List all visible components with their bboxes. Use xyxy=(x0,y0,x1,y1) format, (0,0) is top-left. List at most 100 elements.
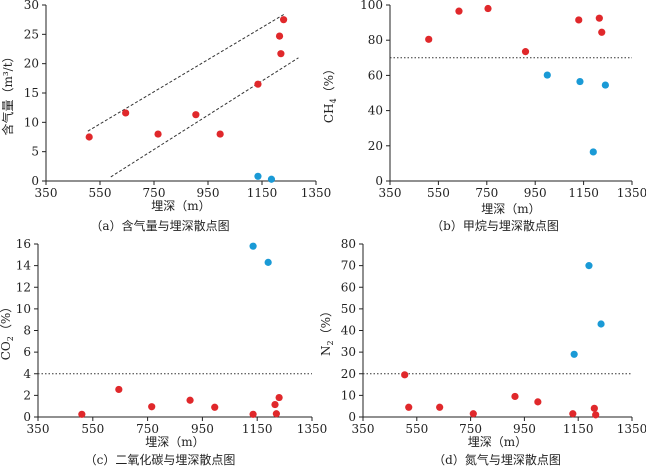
trend-bound-line xyxy=(110,57,299,178)
data-point-red xyxy=(249,410,257,418)
y-tick-label: 80 xyxy=(368,33,383,47)
y-tick-label: 0 xyxy=(23,410,31,424)
data-point-red xyxy=(592,411,600,419)
x-tick-label: 750 xyxy=(136,422,159,436)
y-axis-label: N2（%） xyxy=(319,305,335,356)
y-tick-label: 6 xyxy=(23,345,31,359)
x-tick-label: 1150 xyxy=(568,186,599,200)
panel-caption: （b）甲烷与埋深散点图 xyxy=(431,218,559,233)
y-axis-label: CO2（%） xyxy=(0,301,15,361)
data-point-red xyxy=(254,80,262,88)
x-axis-label: 埋深（m） xyxy=(468,435,527,449)
y-tick-label: 10 xyxy=(341,388,356,402)
y-tick-label: 100 xyxy=(360,0,383,12)
data-point-blue xyxy=(570,350,578,358)
x-tick-label: 750 xyxy=(475,186,498,200)
x-tick-label: 950 xyxy=(524,186,547,200)
data-point-red xyxy=(216,130,224,138)
chart-panel-c: 350 550 750 950 1150 1350 0 2 4 6 8 10 12 14 16 埋深（m） CO… xyxy=(0,237,327,467)
x-tick-label: 1350 xyxy=(301,186,332,200)
x-tick-label: 550 xyxy=(427,186,450,200)
y-tick-label: 50 xyxy=(341,302,356,316)
chart-panel-b: 350 550 750 950 1150 1350 0 20 40 60 80 100 埋深（m） CH4… xyxy=(322,0,646,233)
y-tick-label: 16 xyxy=(16,237,31,251)
chart-panel-d: 350 550 750 950 1150 1350 0 10 20 30 40 50 60 70 80 埋深（… xyxy=(319,237,646,467)
data-point-blue xyxy=(267,175,276,183)
x-tick-label: 350 xyxy=(35,186,58,200)
x-tick-label: 1150 xyxy=(242,422,273,436)
data-point-red xyxy=(148,403,156,411)
x-tick-label: 550 xyxy=(405,422,428,436)
y-tick-label: 60 xyxy=(368,68,383,82)
data-point-red xyxy=(122,109,130,117)
x-tick-label: 1350 xyxy=(617,422,646,436)
data-point-red xyxy=(590,404,598,412)
data-point-red xyxy=(595,14,603,22)
x-tick-label: 1350 xyxy=(297,422,328,436)
data-point-red xyxy=(211,403,219,411)
x-axis-label: 埋深（m） xyxy=(151,199,210,213)
y-tick-label: 8 xyxy=(23,324,31,338)
data-point-red xyxy=(598,28,606,36)
y-axis-label: CH4（%） xyxy=(322,63,338,123)
y-tick-label: 20 xyxy=(368,139,383,153)
data-point-red xyxy=(275,32,284,40)
y-tick-label: 10 xyxy=(24,115,39,129)
data-point-blue xyxy=(254,172,262,180)
trend-bound-line xyxy=(87,13,286,132)
data-point-red xyxy=(275,393,283,402)
y-tick-label: 30 xyxy=(341,345,356,359)
data-point-red xyxy=(484,4,492,13)
y-tick-label: 0 xyxy=(348,410,356,424)
x-tick-label: 1150 xyxy=(563,422,594,436)
chart-panel-a: 350 550 750 950 1150 1350 0 5 10 15 20 25 30 埋深（m） 含气量… xyxy=(0,0,331,233)
data-point-blue xyxy=(585,262,593,270)
y-tick-label: 40 xyxy=(368,104,383,118)
data-point-blue xyxy=(264,258,272,266)
data-point-blue xyxy=(543,71,551,79)
data-point-red xyxy=(85,133,93,141)
x-tick-label: 950 xyxy=(191,422,214,436)
panel-caption: （c）二氧化碳与埋深散点图 xyxy=(85,452,236,467)
x-tick-label: 950 xyxy=(197,186,220,200)
data-point-red xyxy=(455,7,463,15)
y-tick-label: 80 xyxy=(341,237,356,251)
data-point-red xyxy=(469,410,477,418)
data-point-red xyxy=(425,35,433,43)
y-tick-label: 14 xyxy=(16,259,32,273)
data-point-red xyxy=(436,403,444,411)
x-tick-label: 750 xyxy=(459,422,482,436)
y-tick-label: 20 xyxy=(24,57,39,71)
x-tick-label: 350 xyxy=(27,422,50,436)
x-tick-label: 550 xyxy=(89,186,112,200)
data-point-blue xyxy=(601,81,609,89)
data-point-blue xyxy=(589,148,597,156)
data-point-red xyxy=(115,385,123,394)
y-tick-label: 15 xyxy=(24,86,39,100)
y-tick-label: 5 xyxy=(31,145,39,159)
y-tick-label: 20 xyxy=(341,367,356,381)
x-tick-label: 1150 xyxy=(247,186,278,200)
y-tick-label: 12 xyxy=(16,280,31,294)
x-tick-label: 950 xyxy=(513,422,536,436)
x-axis-label: 埋深（m） xyxy=(145,435,204,449)
x-tick-label: 750 xyxy=(143,186,166,200)
x-tick-label: 1350 xyxy=(617,186,646,200)
y-tick-label: 40 xyxy=(341,324,356,338)
data-point-blue xyxy=(249,242,257,250)
data-point-red xyxy=(78,410,86,418)
y-tick-label: 10 xyxy=(16,302,31,316)
y-tick-label: 30 xyxy=(24,0,39,12)
data-point-red xyxy=(534,398,542,406)
y-tick-label: 25 xyxy=(24,27,39,41)
panel-caption: （a）含气量与埋深散点图 xyxy=(90,218,229,233)
y-tick-label: 0 xyxy=(375,174,383,188)
data-point-red xyxy=(575,16,583,24)
data-point-red xyxy=(511,392,519,401)
data-point-blue xyxy=(576,77,584,86)
data-point-red xyxy=(186,396,194,404)
x-axis-label: 埋深（m） xyxy=(481,202,540,216)
y-tick-label: 60 xyxy=(341,280,356,294)
data-point-red xyxy=(271,400,279,409)
